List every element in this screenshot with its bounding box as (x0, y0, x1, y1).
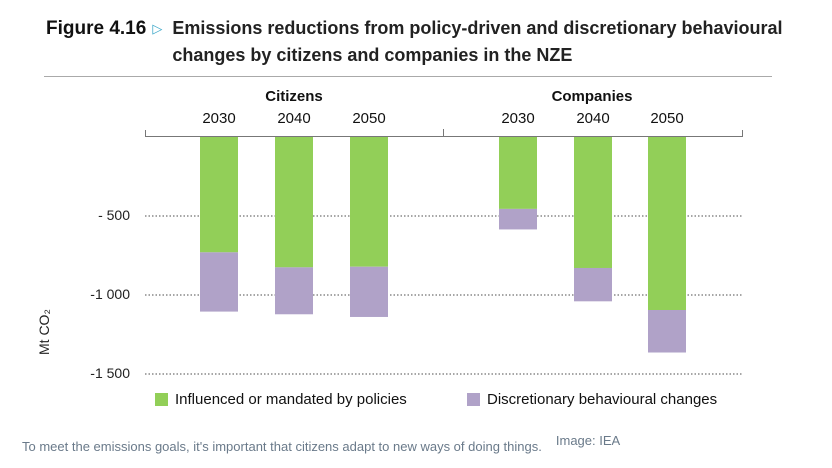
bar-policy-companies-2030 (499, 137, 537, 209)
bar-discretionary-companies-2040 (574, 267, 612, 302)
footer: To meet the emissions goals, it's import… (22, 433, 822, 454)
bar-discretionary-citizens-2040 (275, 267, 313, 315)
bar-discretionary-citizens-2050 (350, 266, 388, 317)
bar-policy-citizens-2050 (350, 137, 388, 267)
bar-policy-citizens-2040 (275, 137, 313, 268)
caption: To meet the emissions goals, it's import… (22, 439, 542, 454)
legend-swatch (467, 393, 480, 406)
bar-policy-citizens-2030 (200, 137, 238, 253)
y-axis-label: Mt CO₂ (36, 309, 52, 355)
x-tick-label: 2030 (202, 110, 236, 127)
divider (44, 76, 772, 77)
x-tick-label: 2050 (650, 110, 684, 127)
x-tick-label: 2040 (277, 110, 311, 127)
y-tick-label: -1 500 (90, 365, 130, 381)
x-tick-label: 2030 (501, 110, 535, 127)
y-tick-label: - 500 (98, 207, 130, 223)
x-axis-bracket (145, 129, 743, 137)
group-label-companies: Companies (551, 88, 633, 105)
figure-header: Figure 4.16 ▷ Emissions reductions from … (46, 15, 786, 69)
legend-label: Influenced or mandated by policies (175, 391, 407, 408)
y-tick-label: -1 000 (90, 286, 130, 302)
legend-item-discretionary: Discretionary behavioural changes (467, 391, 717, 408)
x-tick-label: 2050 (352, 110, 386, 127)
bar-policy-companies-2040 (574, 137, 612, 268)
chart-title: Emissions reductions from policy-driven … (172, 18, 783, 65)
bar-discretionary-companies-2050 (648, 310, 686, 353)
group-label-citizens: Citizens (265, 88, 323, 105)
x-tick-label: 2040 (576, 110, 610, 127)
legend-item-policy: Influenced or mandated by policies (155, 391, 407, 408)
legend-label: Discretionary behavioural changes (487, 391, 718, 408)
bar-discretionary-citizens-2030 (200, 252, 238, 312)
triangle-arrow-icon: ▷ (152, 21, 163, 36)
legend-swatch (155, 393, 168, 406)
bar-policy-companies-2050 (648, 137, 686, 311)
bar-discretionary-companies-2030 (499, 208, 537, 230)
figure-label: Figure 4.16 (46, 18, 147, 39)
image-credit: Image: IEA (555, 433, 621, 448)
